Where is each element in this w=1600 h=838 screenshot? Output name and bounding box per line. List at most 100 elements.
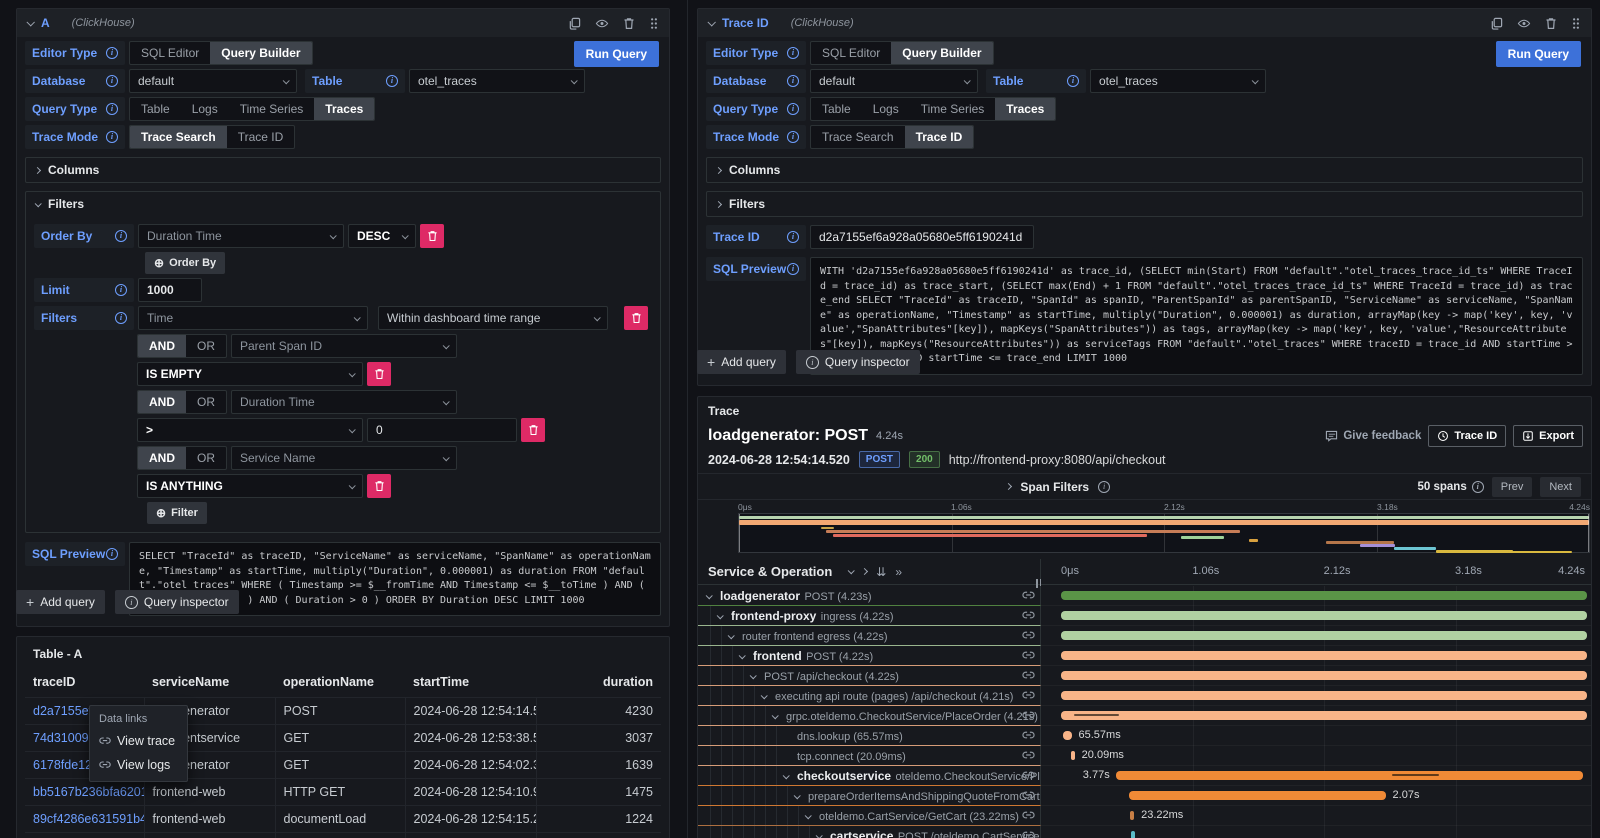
span-link-icon[interactable] (1022, 669, 1035, 685)
run-query-button-traceid[interactable]: Run Query (1495, 41, 1581, 67)
span-row[interactable]: POST /api/checkout (4.22s) (698, 666, 1591, 686)
span-timeline-cell[interactable] (1041, 666, 1591, 686)
span-timeline-cell[interactable] (1041, 646, 1591, 666)
span-link-icon[interactable] (1022, 709, 1035, 725)
span-timeline-cell[interactable] (1041, 586, 1591, 606)
drag-handle-icon[interactable] (1571, 17, 1581, 30)
query-type-logs[interactable]: Logs (872, 102, 899, 116)
filter-value-select[interactable]: Within dashboard time range (378, 306, 608, 330)
span-collapse-icon[interactable] (738, 652, 746, 660)
table-row[interactable]: 6178fde1214bc... loadgenerator GET 2024-06-… (25, 751, 661, 779)
panel-splitter[interactable] (687, 0, 688, 838)
span-row[interactable]: checkoutservice oteldemo.CheckoutService… (698, 766, 1591, 786)
span-collapse-icon[interactable] (815, 832, 823, 838)
span-collapse-icon[interactable] (793, 792, 801, 800)
col-header-starttime[interactable]: startTime (413, 675, 470, 689)
limit-input[interactable]: 1000 (138, 278, 202, 302)
traceid-cell[interactable]: bb5167b236bfa6201... (25, 778, 145, 806)
view-trace-link[interactable]: View trace (90, 729, 187, 753)
filter-field-select[interactable]: Service Name (231, 446, 457, 470)
span-timeline-cell[interactable]: 20.09ms (1041, 746, 1591, 766)
info-icon[interactable]: i (106, 75, 118, 87)
span-row[interactable]: grpc.oteldemo.CheckoutService/PlaceOrder… (698, 706, 1591, 726)
next-button[interactable]: Next (1540, 476, 1581, 497)
span-name-cell[interactable]: POST /api/checkout (4.22s) (698, 666, 1041, 686)
filter-value-input[interactable]: 0 (367, 418, 517, 442)
span-link-icon[interactable] (1022, 809, 1035, 825)
add-query-button[interactable]: + Add query (16, 590, 105, 614)
expand-one-icon[interactable] (861, 567, 869, 576)
span-duration-bar[interactable] (1130, 831, 1136, 838)
duplicate-icon[interactable] (568, 17, 581, 30)
info-icon[interactable]: i (115, 284, 127, 296)
trace-mode-id[interactable]: Trace ID (237, 130, 284, 144)
query-inspector-button[interactable]: i Query inspector (795, 350, 920, 374)
span-name-cell[interactable]: frontend POST (4.22s) (698, 646, 1041, 666)
span-row[interactable]: router frontend egress (4.22s) (698, 626, 1591, 646)
info-icon[interactable]: i (787, 263, 799, 275)
drag-handle-icon[interactable] (649, 17, 659, 30)
span-link-icon[interactable] (1022, 609, 1035, 625)
span-row[interactable]: cartservice POST /oteldemo.CartService/G… (698, 826, 1591, 838)
info-icon[interactable]: i (1067, 75, 1079, 87)
table-row[interactable]: d2a7155ef6a928a05...loadgeneratorPOST202… (25, 697, 661, 725)
span-link-icon[interactable] (1022, 789, 1035, 805)
trace-mode-search[interactable]: Trace Search (130, 126, 227, 148)
prev-button[interactable]: Prev (1491, 476, 1533, 497)
span-timeline-cell[interactable] (1041, 826, 1591, 838)
export-button[interactable]: Export (1513, 425, 1583, 447)
span-duration-bar[interactable] (1128, 791, 1386, 800)
span-duration-bar[interactable] (1061, 631, 1587, 640)
query-header-a[interactable]: A (ClickHouse) (17, 9, 669, 37)
table-row[interactable]: 74d31009a4ba... paymentservice GET 2024-06-… (25, 724, 661, 752)
filter-operator-select[interactable]: IS ANYTHING (137, 474, 363, 498)
query-type-traces[interactable]: Traces (314, 98, 375, 120)
info-icon[interactable]: i (787, 131, 799, 143)
collapse-all-icon[interactable]: ⇊ (876, 564, 887, 579)
info-icon[interactable]: i (787, 75, 799, 87)
span-collapse-icon[interactable] (716, 612, 724, 620)
info-icon[interactable]: i (1471, 480, 1484, 493)
span-duration-bar[interactable] (1061, 591, 1587, 600)
span-link-icon[interactable] (1022, 729, 1035, 745)
or-option[interactable]: OR (197, 451, 215, 465)
chevron-right-icon[interactable] (1005, 482, 1013, 491)
sql-editor-option[interactable]: SQL Editor (141, 46, 200, 60)
query-builder-option[interactable]: Query Builder (210, 42, 312, 64)
span-collapse-icon[interactable] (727, 632, 735, 640)
span-name-cell[interactable]: grpc.oteldemo.CheckoutService/PlaceOrder… (698, 706, 1041, 726)
col-header-traceid[interactable]: traceID (33, 675, 76, 689)
span-duration-bar[interactable] (1129, 811, 1135, 820)
trace-id-button[interactable]: Trace ID (1428, 425, 1507, 447)
traceid-cell[interactable]: 89cf4286e631591b4... (25, 805, 145, 833)
order-by-direction-select[interactable]: DESC (348, 224, 416, 248)
span-timeline-cell[interactable]: 3.77s (1041, 766, 1591, 786)
trace-minimap[interactable] (738, 513, 1590, 553)
info-icon[interactable]: i (106, 548, 118, 560)
order-by-field-select[interactable]: Duration Time (138, 224, 344, 248)
span-duration-bar[interactable] (1115, 771, 1583, 780)
filter-field-select[interactable]: Parent Span ID (231, 334, 457, 358)
remove-filter-button[interactable] (521, 418, 545, 442)
span-row[interactable]: tcp.connect (20.09ms) 20.09ms (698, 746, 1591, 766)
or-option[interactable]: OR (197, 339, 215, 353)
span-link-icon[interactable] (1022, 629, 1035, 645)
filters-section-header[interactable]: Filters (26, 192, 660, 216)
span-duration-bar[interactable] (1061, 611, 1587, 620)
remove-order-by-button[interactable] (420, 224, 444, 248)
info-icon[interactable]: i (115, 312, 127, 324)
span-name-cell[interactable]: cartservice POST /oteldemo.CartService/G… (698, 826, 1041, 838)
span-row[interactable]: dns.lookup (65.57ms) 65.57ms (698, 726, 1591, 746)
info-icon[interactable]: i (787, 231, 799, 243)
col-header-servicename[interactable]: serviceName (152, 675, 230, 689)
duplicate-icon[interactable] (1490, 17, 1503, 30)
info-icon[interactable]: i (1098, 480, 1111, 493)
collapse-one-icon[interactable] (847, 567, 856, 575)
trace-mode-id[interactable]: Trace ID (904, 126, 974, 148)
eye-icon[interactable] (1517, 17, 1531, 30)
table-row[interactable]: 2cc7ccfc91941996c...frontend-webdocument… (25, 832, 661, 838)
and-option[interactable]: AND (138, 447, 186, 469)
span-link-icon[interactable] (1022, 689, 1035, 705)
delete-icon[interactable] (1545, 17, 1557, 30)
query-type-table[interactable]: Table (822, 102, 851, 116)
